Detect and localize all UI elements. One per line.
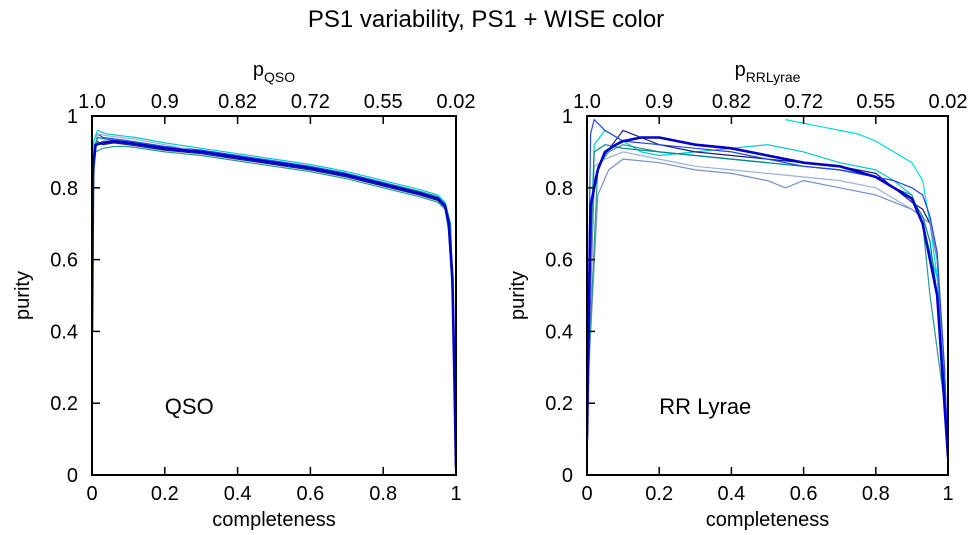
rr-lyrae-top-axis-label: pRRLyrae bbox=[735, 59, 801, 85]
rr-lyrae-x-tick-label: 1 bbox=[942, 483, 953, 505]
qso-series-line-7 bbox=[92, 136, 456, 468]
rr-lyrae-series-line-3 bbox=[587, 129, 948, 458]
page-title: PS1 variability, PS1 + WISE color bbox=[307, 6, 665, 33]
qso-y-tick-label: 0 bbox=[67, 465, 78, 487]
qso-panel: 0 0.2 0.4 0.6 0.8 100.20.40.60.811.0 0.9 0.82 0.… bbox=[12, 59, 475, 531]
rr-lyrae-y-tick-label: 0 bbox=[562, 465, 573, 487]
qso-plot-frame bbox=[91, 115, 457, 476]
qso-ticks: 0 0.2 0.4 0.6 0.8 100.20.40.60.811.0 0.9 0.82 0.… bbox=[50, 91, 475, 505]
rr-lyrae-y-tick-label: 0.2 bbox=[545, 393, 573, 415]
rr-lyrae-series-line-8 bbox=[587, 118, 948, 458]
qso-y-tick-label: 0.6 bbox=[50, 250, 78, 272]
qso-y-tick-label: 0.4 bbox=[50, 321, 78, 343]
rr-lyrae-top-tick-label: 0.55 bbox=[856, 91, 895, 113]
rr-lyrae-plot-frame bbox=[586, 115, 949, 476]
qso-top-axis-label-main: p bbox=[253, 59, 264, 81]
rr-lyrae-annotation: RR Lyrae bbox=[659, 394, 751, 419]
rr-lyrae-x-tick-label: 0.8 bbox=[862, 483, 890, 505]
rr-lyrae-x-tick-label: 0.4 bbox=[717, 483, 745, 505]
rr-lyrae-series-line-0 bbox=[587, 136, 948, 458]
rr-lyrae-x-tick-label: 0 bbox=[581, 483, 592, 505]
qso-top-axis-label: pQSO bbox=[253, 59, 295, 85]
qso-series-line-0 bbox=[92, 139, 456, 468]
rr-lyrae-y-tick-label: 0.8 bbox=[545, 178, 573, 200]
qso-series-line-5 bbox=[92, 133, 456, 465]
rr-lyrae-y-axis-label: purity bbox=[507, 271, 529, 320]
rr-lyrae-series-line-1 bbox=[785, 119, 948, 458]
qso-top-tick-label: 0.55 bbox=[364, 91, 403, 113]
rr-lyrae-top-tick-label: 0.72 bbox=[784, 91, 823, 113]
qso-top-axis-label-sub: QSO bbox=[264, 69, 295, 85]
qso-top-tick-label: 0.9 bbox=[151, 91, 179, 113]
rr-lyrae-series-line-6 bbox=[587, 144, 948, 458]
rr-lyrae-top-axis-label-main: p bbox=[735, 59, 746, 81]
rr-lyrae-y-tick-label: 0.4 bbox=[545, 321, 573, 343]
rr-lyrae-y-tick-label: 1 bbox=[562, 106, 573, 128]
qso-series-line-3 bbox=[92, 129, 456, 465]
rr-lyrae-x-tick-label: 0.6 bbox=[790, 483, 818, 505]
rr-lyrae-series-line-4 bbox=[587, 151, 948, 458]
rr-lyrae-data-area bbox=[587, 118, 948, 458]
qso-x-tick-label: 0 bbox=[86, 483, 97, 505]
qso-top-tick-label: 1.0 bbox=[78, 91, 106, 113]
qso-x-tick-label: 0.2 bbox=[151, 483, 179, 505]
qso-top-tick-label: 0.02 bbox=[437, 91, 476, 113]
rr-lyrae-top-tick-label: 1.0 bbox=[573, 91, 601, 113]
qso-x-tick-label: 1 bbox=[450, 483, 461, 505]
rr-lyrae-series-line-7 bbox=[587, 144, 948, 458]
qso-y-tick-label: 1 bbox=[67, 106, 78, 128]
qso-x-tick-label: 0.8 bbox=[369, 483, 397, 505]
qso-series-line-1 bbox=[92, 133, 456, 465]
qso-x-tick-label: 0.4 bbox=[224, 483, 252, 505]
qso-top-tick-label: 0.72 bbox=[291, 91, 330, 113]
rr-lyrae-panel: 0 0.2 0.4 0.6 0.8 100.20.40.60.811.0 0.9 0.82 0.… bbox=[507, 59, 967, 531]
qso-x-axis-label: completeness bbox=[212, 509, 335, 531]
rr-lyrae-top-tick-label: 0.02 bbox=[929, 91, 968, 113]
rr-lyrae-y-tick-label: 0.6 bbox=[545, 250, 573, 272]
qso-x-tick-label: 0.6 bbox=[296, 483, 324, 505]
rr-lyrae-x-tick-label: 0.2 bbox=[645, 483, 673, 505]
rr-lyrae-top-tick-label: 0.82 bbox=[712, 91, 751, 113]
qso-y-tick-label: 0.2 bbox=[50, 393, 78, 415]
qso-y-axis-label: purity bbox=[12, 271, 34, 320]
rr-lyrae-x-axis-label: completeness bbox=[706, 509, 829, 531]
qso-series-line-2 bbox=[92, 140, 456, 468]
qso-top-tick-label: 0.82 bbox=[218, 91, 257, 113]
qso-y-tick-label: 0.8 bbox=[50, 178, 78, 200]
rr-lyrae-ticks: 0 0.2 0.4 0.6 0.8 100.20.40.60.811.0 0.9 0.82 0.… bbox=[545, 91, 967, 505]
qso-series-line-4 bbox=[92, 145, 456, 468]
rr-lyrae-series-line-5 bbox=[587, 158, 948, 458]
rr-lyrae-top-axis-label-sub: RRLyrae bbox=[746, 69, 801, 85]
rr-lyrae-top-tick-label: 0.9 bbox=[645, 91, 673, 113]
rr-lyrae-series-line-2 bbox=[587, 129, 948, 458]
qso-annotation: QSO bbox=[165, 394, 214, 419]
qso-data-area bbox=[92, 129, 456, 468]
